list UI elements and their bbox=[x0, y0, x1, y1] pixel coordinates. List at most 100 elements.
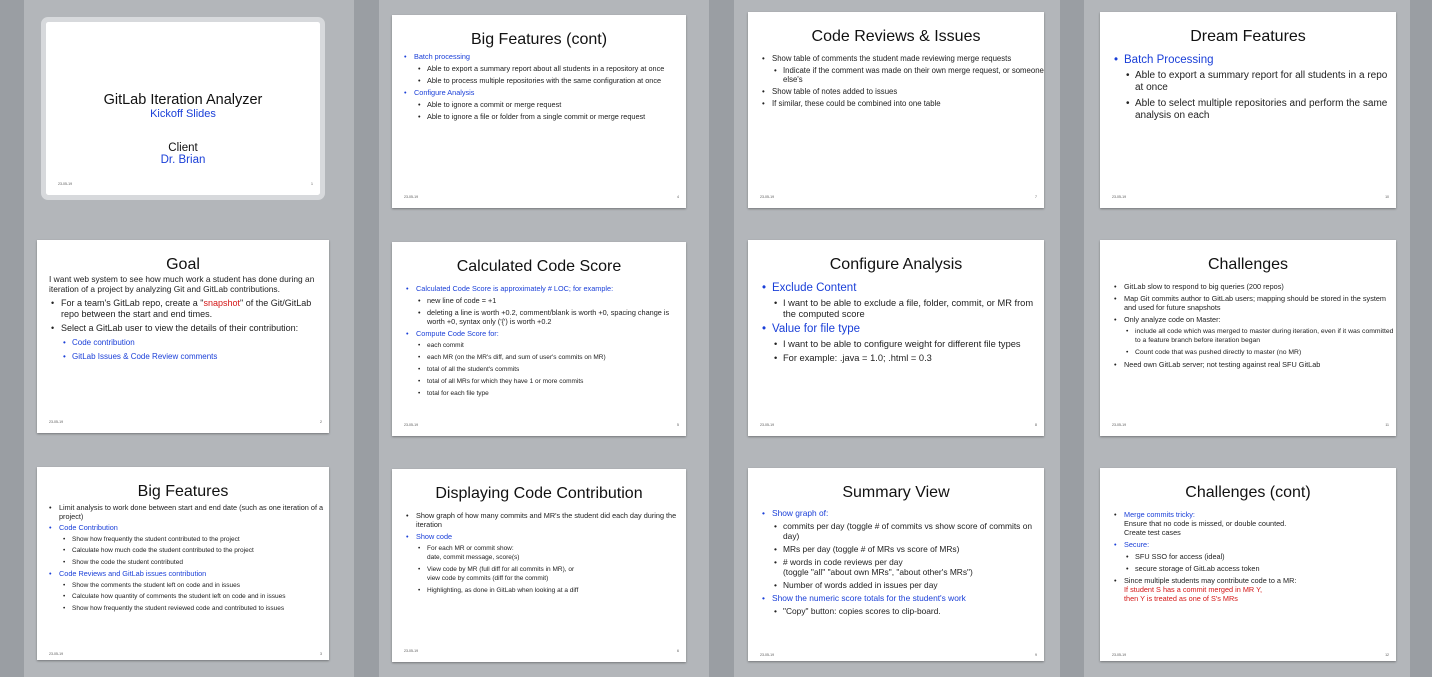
slide-number: 8 bbox=[1035, 423, 1037, 427]
slide-bullets: Batch processing Able to export a summar… bbox=[392, 52, 686, 121]
slide-date: 23-05-19 bbox=[49, 652, 64, 656]
slide-thumbnail-5[interactable]: Calculated Code Score Calculated Code Sc… bbox=[392, 242, 686, 436]
slide-date: 23-05-19 bbox=[58, 182, 73, 186]
sub-bullet: Show the comments the student left on co… bbox=[63, 582, 329, 591]
sub-bullet: Indicate if the comment was made on thei… bbox=[774, 66, 1044, 84]
bullet: Show code bbox=[406, 532, 686, 541]
slide-number: 5 bbox=[677, 423, 679, 427]
sub-bullet: For each MR or commit show: date, commit… bbox=[418, 544, 686, 562]
sub-bullet: Able to select multiple repositories and… bbox=[1126, 98, 1396, 122]
slide-number: 7 bbox=[1035, 195, 1037, 199]
sub-bullet: For example: .java = 1.0; .html = 0.3 bbox=[774, 353, 1044, 364]
bullet: Batch Processing bbox=[1114, 54, 1396, 66]
slide-thumbnail-10[interactable]: Dream Features Batch Processing Able to … bbox=[1100, 12, 1396, 208]
bullet: GitLab slow to respond to big queries (2… bbox=[1114, 282, 1396, 291]
bullet: Code Contribution bbox=[49, 523, 329, 533]
slide-title: Big Features bbox=[137, 483, 229, 500]
bullet: Secure: bbox=[1114, 540, 1396, 549]
slide-thumbnail-8[interactable]: Configure Analysis Exclude Content I wan… bbox=[748, 240, 1044, 436]
slide-bullets: Exclude Content I want to be able to exc… bbox=[748, 282, 1044, 364]
bullet: Exclude Content bbox=[762, 282, 1044, 295]
bullet: Compute Code Score for: bbox=[406, 329, 686, 338]
slide-title: Challenges bbox=[1207, 256, 1289, 273]
bullet-text: " of the Git/GitLab repo between the sta… bbox=[61, 298, 312, 319]
highlight-text: If student S has a commit merged in MR Y… bbox=[1124, 585, 1263, 594]
sub-bullet: Calculate how quantity of comments the s… bbox=[63, 593, 329, 602]
slide-number: 9 bbox=[1035, 653, 1037, 657]
slide-thumbnail-6[interactable]: Displaying Code Contribution Show graph … bbox=[392, 469, 686, 662]
sub-bullet: include all code which was merged to mas… bbox=[1126, 327, 1396, 345]
sub-bullet: Show how frequently the student contribu… bbox=[63, 536, 329, 545]
slide-date: 23-05-19 bbox=[760, 653, 775, 657]
sub-bullet: Able to ignore a commit or merge request bbox=[418, 100, 686, 109]
bullet-heading: Merge commits tricky: bbox=[1124, 510, 1195, 519]
slide-title: Goal bbox=[166, 256, 200, 273]
slide-number: 10 bbox=[1385, 195, 1389, 199]
sub-bullet: secure storage of GitLab access token bbox=[1126, 564, 1396, 573]
slide-bullets: Calculated Code Score is approximately #… bbox=[392, 284, 686, 398]
sub-bullet: total of all MRs for which they have 1 o… bbox=[418, 377, 686, 386]
slide-date: 23-05-19 bbox=[49, 420, 64, 424]
slide-date: 23-05-19 bbox=[404, 423, 419, 427]
slide-thumbnail-2[interactable]: Goal I want web system to see how much w… bbox=[37, 240, 329, 433]
bullet: Limit analysis to work done between star… bbox=[49, 503, 329, 521]
slide-title: GitLab Iteration Analyzer bbox=[103, 92, 263, 108]
bullet: Show graph of how many commits and MR's … bbox=[406, 511, 686, 529]
sub-bullet: Show the code the student contributed bbox=[63, 559, 329, 568]
sub-bullet: Show how frequently the student reviewed… bbox=[63, 605, 329, 614]
bullet: Map Git commits author to GitLab users; … bbox=[1114, 294, 1396, 312]
sub-bullet: MRs per day (toggle # of MRs vs score of… bbox=[774, 544, 1044, 554]
slide-thumbnail-12[interactable]: Challenges (cont) Merge commits tricky: … bbox=[1100, 468, 1396, 661]
bullet: Show table of notes added to issues bbox=[762, 87, 1044, 96]
slide-bullets: Batch Processing Able to export a summar… bbox=[1100, 54, 1396, 122]
bullet: Show graph of: bbox=[762, 508, 1044, 518]
bullet: Code Reviews and GitLab issues contribut… bbox=[49, 569, 329, 579]
slide-title: Configure Analysis bbox=[829, 256, 963, 273]
sub-bullet: Calculate how much code the student cont… bbox=[63, 547, 329, 556]
slide-date: 23-05-19 bbox=[1112, 195, 1127, 199]
bullet: Select a GitLab user to view the details… bbox=[51, 323, 329, 334]
bullet-text: For a team's GitLab repo, create a " bbox=[61, 298, 204, 308]
slide-thumbnail-7[interactable]: Code Reviews & Issues Show table of comm… bbox=[748, 12, 1044, 208]
sub-bullet: total for each file type bbox=[418, 389, 686, 398]
slide-title: Dream Features bbox=[1190, 28, 1306, 45]
slide-bullets: For a team's GitLab repo, create a "snap… bbox=[37, 298, 329, 363]
sub-bullet: each MR (on the MR's diff, and sum of us… bbox=[418, 353, 686, 362]
bullet: Calculated Code Score is approximately #… bbox=[406, 284, 686, 293]
slide-number: 11 bbox=[1385, 423, 1389, 427]
slide-thumbnail-3[interactable]: Big Features Limit analysis to work done… bbox=[37, 467, 329, 660]
slide-bullets: Merge commits tricky: Ensure that no cod… bbox=[1100, 510, 1396, 603]
slide-date: 23-05-19 bbox=[760, 423, 775, 427]
sub-bullet: Highlighting, as done in GitLab when loo… bbox=[418, 586, 686, 595]
slide-date: 23-05-19 bbox=[1112, 653, 1127, 657]
slide-title: Displaying Code Contribution bbox=[435, 485, 643, 502]
slide-bullets: Show table of comments the student made … bbox=[748, 54, 1044, 108]
slide-thumbnail-9[interactable]: Summary View Show graph of: commits per … bbox=[748, 468, 1044, 661]
bullet-text: Since multiple students may contribute c… bbox=[1124, 576, 1297, 585]
slide-number: 4 bbox=[677, 195, 679, 199]
bullet-text: Ensure that no code is missed, or double… bbox=[1124, 519, 1287, 537]
sub-bullet: "Copy" button: copies scores to clip-boa… bbox=[774, 606, 1044, 616]
slide-intro: I want web system to see how much work a… bbox=[49, 274, 315, 294]
slide-bullets: GitLab slow to respond to big queries (2… bbox=[1100, 282, 1396, 369]
sub-bullet: Number of words added in issues per day bbox=[774, 580, 1044, 590]
sub-bullet: Able to export a summary report about al… bbox=[418, 64, 686, 73]
slide-title: Summary View bbox=[842, 484, 950, 501]
slide-title: Big Features (cont) bbox=[470, 31, 608, 48]
slide-number: 2 bbox=[320, 420, 322, 424]
slide-number: 1 bbox=[311, 182, 313, 186]
slide-number: 12 bbox=[1385, 653, 1389, 657]
bullet: For a team's GitLab repo, create a "snap… bbox=[51, 298, 329, 319]
highlight-text: then Y is treated as one of S's MRs bbox=[1124, 594, 1238, 603]
sub-bullet: Able to ignore a file or folder from a s… bbox=[418, 112, 686, 121]
sub-bullet: Able to process multiple repositories wi… bbox=[418, 76, 686, 85]
sub-bullet: Able to export a summary report for all … bbox=[1126, 70, 1396, 94]
sub-bullet: commits per day (toggle # of commits vs … bbox=[774, 521, 1044, 541]
highlight-text: snapshot bbox=[203, 298, 241, 308]
slide-thumbnail-1[interactable]: GitLab Iteration Analyzer Kickoff Slides… bbox=[41, 17, 325, 200]
sub-bullet: Count code that was pushed directly to m… bbox=[1126, 348, 1396, 357]
sub-bullet: View code by MR (full diff for all commi… bbox=[418, 565, 686, 583]
slide-subtitle: Kickoff Slides bbox=[150, 108, 216, 120]
slide-thumbnail-11[interactable]: Challenges GitLab slow to respond to big… bbox=[1100, 240, 1396, 436]
slide-thumbnail-4[interactable]: Big Features (cont) Batch processing Abl… bbox=[392, 15, 686, 208]
